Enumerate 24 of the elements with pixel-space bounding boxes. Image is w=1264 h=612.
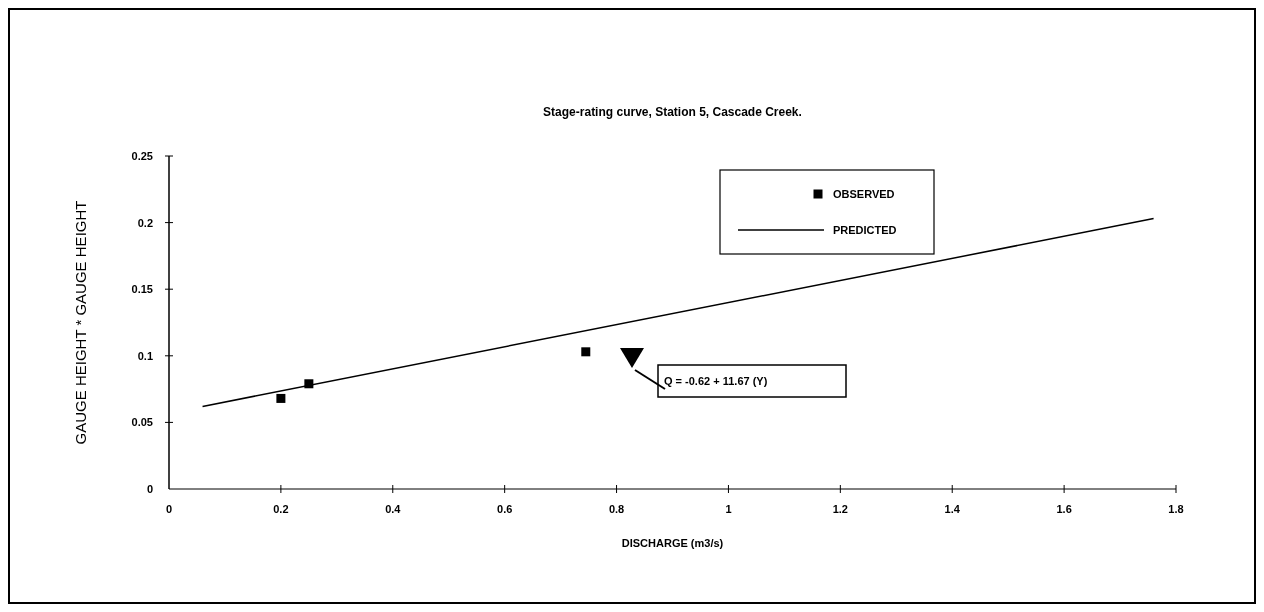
x-tick-label: 1.6 (1056, 503, 1072, 515)
point (276, 393, 286, 403)
point (581, 347, 591, 357)
x-tick-label: 1.4 (944, 503, 961, 515)
x-tick-label: 1.8 (1168, 503, 1184, 515)
x-tick-label: 1 (725, 503, 732, 515)
x-axis-title: DISCHARGE (m3/s) (621, 537, 724, 549)
legend-label: OBSERVED (833, 188, 895, 200)
chart-title: Stage-rating curve, Station 5, Cascade Creek. (543, 105, 802, 119)
x-tick-label: 0.8 (608, 503, 625, 515)
x-tick-label: 0.6 (497, 503, 513, 515)
y-axis-title: GAUGE HEIGHT * GAUGE HEIGHT (72, 200, 89, 445)
text: PREDICTED (833, 224, 897, 236)
x-tick-label: 1.2 (832, 503, 848, 515)
y-tick-label: 0.1 (137, 349, 153, 362)
x-tick-label: 0.2 (273, 503, 289, 515)
y-tick-label: 0.05 (131, 416, 153, 429)
x-tick-label: 0.4 (385, 503, 402, 515)
x-tick-label: 0 (165, 503, 173, 515)
y-tick-label: 0.2 (137, 216, 153, 229)
y-tick-label: 0.15 (131, 283, 153, 296)
y-tick-label: 0 (146, 483, 153, 495)
y-tick-label: 0.25 (131, 150, 153, 162)
annotation: Q = -0.62 + 11.67 (Y) (664, 375, 768, 387)
